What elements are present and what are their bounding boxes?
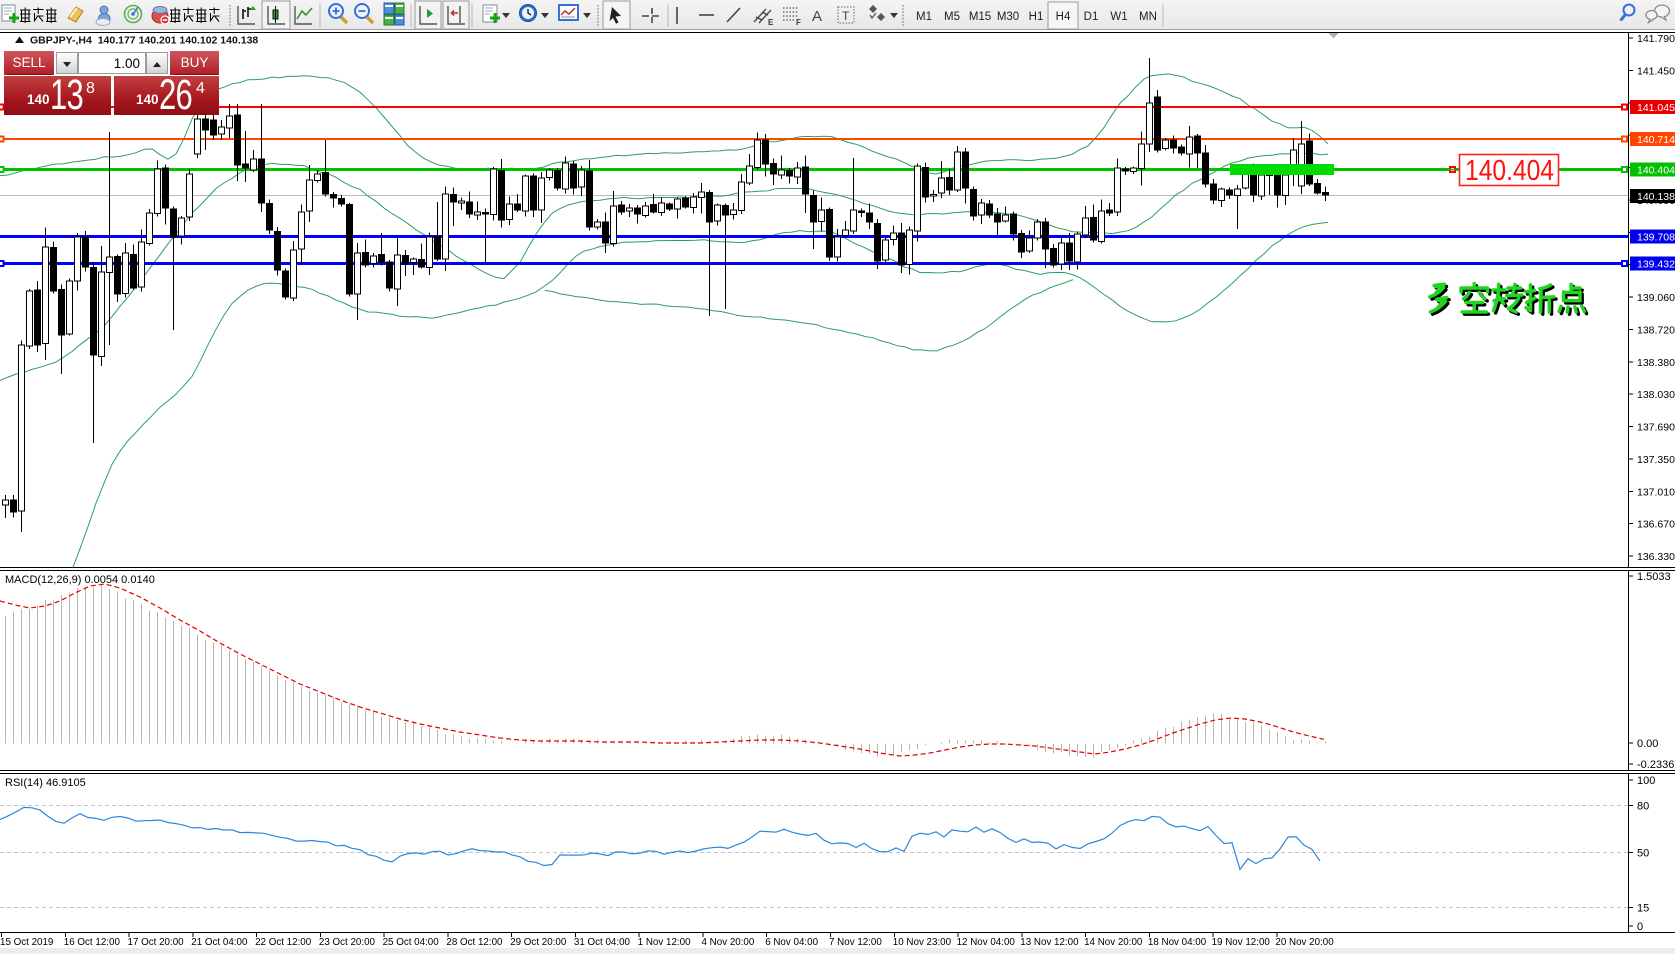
svg-text:137.010: 137.010 [1637, 486, 1675, 498]
svg-text:139.432: 139.432 [1637, 259, 1675, 271]
svg-text:29 Oct 20:00: 29 Oct 20:00 [510, 937, 567, 948]
svg-text:14 Nov 20:00: 14 Nov 20:00 [1084, 937, 1143, 948]
svg-text:M30: M30 [997, 11, 1019, 23]
svg-text:25 Oct 04:00: 25 Oct 04:00 [383, 937, 440, 948]
svg-text:100: 100 [1637, 775, 1655, 787]
svg-text:15: 15 [1637, 903, 1649, 915]
svg-text:12 Nov 04:00: 12 Nov 04:00 [957, 937, 1016, 948]
svg-text:141.790: 141.790 [1637, 33, 1675, 45]
svg-text:M5: M5 [944, 11, 960, 23]
svg-text:10 Nov 23:00: 10 Nov 23:00 [893, 937, 952, 948]
svg-text:23 Oct 20:00: 23 Oct 20:00 [319, 937, 376, 948]
svg-text:W1: W1 [1110, 11, 1127, 23]
svg-text:137.690: 137.690 [1637, 422, 1675, 434]
svg-text:0.00: 0.00 [1637, 738, 1658, 750]
svg-text:19 Nov 12:00: 19 Nov 12:00 [1212, 937, 1271, 948]
svg-text:136.330: 136.330 [1637, 551, 1675, 563]
svg-text:138.720: 138.720 [1637, 324, 1675, 336]
svg-text:28 Oct 12:00: 28 Oct 12:00 [446, 937, 503, 948]
svg-text:138.030: 138.030 [1637, 389, 1675, 401]
svg-text:MN: MN [1139, 11, 1157, 23]
svg-text:16 Oct 12:00: 16 Oct 12:00 [64, 937, 121, 948]
svg-text:7 Nov 12:00: 7 Nov 12:00 [829, 937, 882, 948]
svg-text:22 Oct 12:00: 22 Oct 12:00 [255, 937, 312, 948]
svg-text:140.404: 140.404 [1637, 165, 1675, 177]
svg-text:141.045: 141.045 [1637, 102, 1675, 114]
svg-text:E: E [768, 18, 774, 27]
svg-text:6 Nov 04:00: 6 Nov 04:00 [765, 937, 818, 948]
svg-text:1 Nov 12:00: 1 Nov 12:00 [638, 937, 691, 948]
svg-text:15 Oct 2019: 15 Oct 2019 [0, 937, 53, 948]
svg-text:4 Nov 20:00: 4 Nov 20:00 [702, 937, 755, 948]
svg-text:21 Oct 04:00: 21 Oct 04:00 [191, 937, 248, 948]
svg-text:50: 50 [1637, 848, 1649, 860]
svg-text:140.404: 140.404 [1465, 155, 1554, 187]
svg-text:137.350: 137.350 [1637, 454, 1675, 466]
svg-text:A: A [812, 8, 822, 25]
svg-text:139.708: 139.708 [1637, 232, 1675, 244]
svg-text:H4: H4 [1056, 11, 1071, 23]
svg-text:-0.2336: -0.2336 [1637, 759, 1674, 771]
svg-text:140.138: 140.138 [1637, 191, 1675, 203]
svg-text:F: F [796, 18, 801, 27]
svg-text:RSI(14) 46.9105: RSI(14) 46.9105 [5, 777, 86, 789]
svg-text:MACD(12,26,9) 0.0054 0.0140: MACD(12,26,9) 0.0054 0.0140 [5, 574, 155, 586]
svg-text:18 Nov 04:00: 18 Nov 04:00 [1148, 937, 1207, 948]
svg-text:M15: M15 [969, 11, 991, 23]
svg-text:D1: D1 [1084, 11, 1099, 23]
svg-text:T: T [842, 9, 850, 23]
svg-text:M1: M1 [916, 11, 932, 23]
svg-text:141.450: 141.450 [1637, 65, 1675, 77]
svg-text:1.5033: 1.5033 [1637, 571, 1671, 583]
svg-text:138.380: 138.380 [1637, 357, 1675, 369]
svg-text:31 Oct 04:00: 31 Oct 04:00 [574, 937, 631, 948]
svg-text:139.060: 139.060 [1637, 292, 1675, 304]
svg-text:20 Nov 20:00: 20 Nov 20:00 [1275, 937, 1334, 948]
svg-text:17 Oct 20:00: 17 Oct 20:00 [128, 937, 185, 948]
svg-text:0: 0 [1637, 921, 1643, 933]
svg-text:GBPJPY-,H4 140.177 140.201 14: GBPJPY-,H4 140.177 140.201 140.102 140.1… [30, 35, 258, 47]
svg-text:13 Nov 12:00: 13 Nov 12:00 [1020, 937, 1079, 948]
svg-text:140.714: 140.714 [1637, 134, 1675, 146]
svg-text:80: 80 [1637, 801, 1649, 813]
svg-text:H1: H1 [1029, 11, 1044, 23]
svg-text:136.670: 136.670 [1637, 519, 1675, 531]
